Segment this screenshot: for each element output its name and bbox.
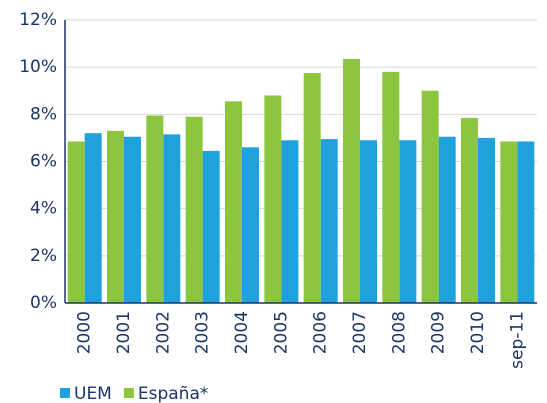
x-tick-label: 2000 — [75, 311, 95, 354]
x-tick-label: 2010 — [468, 311, 488, 354]
x-tick-label: 2009 — [429, 311, 449, 354]
x-tick-label: 2004 — [232, 311, 252, 354]
x-tick-label: 2006 — [311, 311, 331, 354]
bar — [320, 139, 338, 303]
bar — [303, 73, 321, 303]
bar — [478, 137, 495, 303]
bar — [67, 141, 85, 303]
bar — [382, 71, 400, 303]
bar — [242, 147, 259, 303]
bar — [461, 117, 478, 303]
bar — [185, 116, 203, 303]
bar — [84, 133, 102, 303]
x-tick-label: 2001 — [114, 311, 134, 354]
legend-swatch — [60, 388, 70, 398]
x-tick-label: 2002 — [153, 311, 173, 354]
x-tick-label: 2003 — [193, 311, 213, 354]
bar — [517, 141, 535, 303]
bar — [281, 140, 299, 303]
y-tick-label: 6% — [30, 152, 57, 172]
y-tick-label: 0% — [30, 293, 57, 313]
bar — [124, 136, 141, 303]
legend-swatch — [123, 388, 134, 398]
bar — [500, 141, 518, 303]
y-tick-label: 12% — [19, 10, 57, 30]
x-tick-label: 2008 — [389, 311, 409, 354]
bar — [343, 58, 360, 303]
x-tick-label: 2005 — [271, 311, 291, 354]
y-tick-label: 4% — [30, 199, 57, 219]
bar — [421, 90, 439, 303]
bar — [225, 101, 242, 303]
x-tick-label: sep-11 — [507, 311, 527, 369]
bar — [399, 140, 417, 303]
y-tick-label: 8% — [30, 104, 57, 124]
y-tick-label: 2% — [30, 246, 57, 266]
x-tick-label: 2007 — [350, 311, 370, 354]
bar — [264, 95, 282, 303]
bar — [438, 136, 456, 303]
bar — [202, 150, 220, 303]
bar — [360, 140, 377, 303]
bar — [107, 130, 124, 303]
bar — [163, 134, 181, 303]
legend-label: UEM — [74, 384, 112, 403]
legend-label: España* — [138, 384, 209, 403]
y-tick-label: 10% — [19, 57, 57, 77]
bar — [146, 115, 164, 303]
